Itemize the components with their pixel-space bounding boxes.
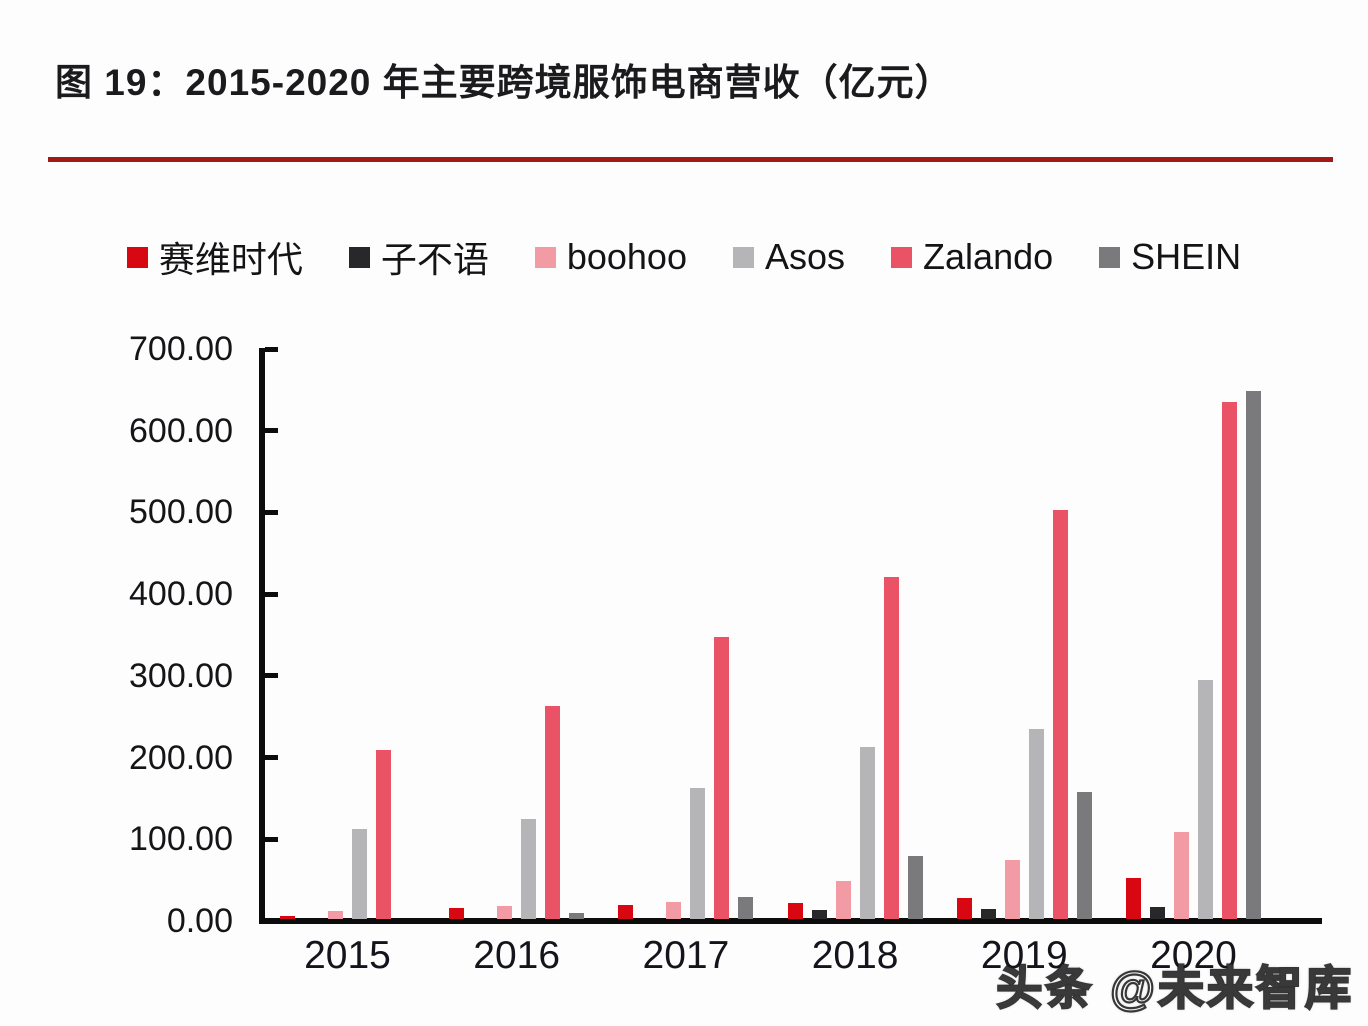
legend-marker-icon [1099,246,1121,268]
legend-marker-icon [891,246,913,268]
bar-赛维时代-2019 [956,897,972,919]
y-axis-tick [265,346,278,352]
legend-item-赛维时代: 赛维时代 [126,231,303,283]
y-axis-tick-label: 200.00 [129,738,233,777]
bar-Asos-2020 [1198,679,1213,919]
y-axis-tick [265,428,278,434]
legend-item-Asos: Asos [732,236,846,278]
bar-boohoo-2018 [835,880,851,919]
legend-marker-icon [534,246,556,268]
bar-赛维时代-2020 [1126,878,1141,919]
bar-Zalando-2020 [1222,401,1237,919]
y-axis-line [259,348,265,924]
bar-boohoo-2019 [1004,860,1020,919]
bar-子不语-2018 [811,910,827,919]
bar-赛维时代-2017 [618,905,634,919]
bar-Asos-2017 [690,788,706,919]
watermark-text: 头条 @未来智库 [995,961,1354,1015]
bar-赛维时代-2018 [787,902,803,919]
legend-label: Asos [764,236,846,277]
bar-Asos-2016 [521,819,537,919]
x-axis-label-2015: 2015 [304,934,391,977]
bar-Zalando-2015 [376,749,391,919]
legend-label: 赛维时代 [158,239,303,280]
x-axis-label-2018: 2018 [811,934,899,977]
y-axis-tick-label: 500.00 [129,493,233,532]
bar-Asos-2019 [1028,729,1044,919]
legend-label: SHEIN [1131,236,1242,277]
legend-marker-icon [126,246,148,268]
bar-Zalando-2017 [714,637,730,919]
y-axis-tick-label: 400.00 [129,575,233,614]
bar-boohoo-2015 [328,910,343,919]
legend-label: 子不语 [380,239,489,280]
legend-label: Zalando [923,236,1054,277]
bar-SHEIN-2019 [1076,791,1092,919]
y-axis-tick-label: 100.00 [129,820,233,859]
x-axis-label-2020: 2020 [1150,934,1237,977]
figure-title: 图 19：2015-2020 年主要跨境服饰电商营收（亿元） [55,62,953,103]
y-axis-tick [265,673,278,679]
y-axis-tick [265,836,278,842]
bar-Zalando-2016 [545,705,561,919]
bar-SHEIN-2016 [569,913,585,919]
legend-item-Zalando: Zalando [891,236,1053,278]
bar-SHEIN-2017 [738,896,754,919]
bar-Zalando-2018 [883,577,899,919]
x-axis-line [259,918,1322,924]
bar-SHEIN-2018 [907,856,923,919]
y-axis-tick-label: 0.00 [166,902,233,940]
bar-子不语-2019 [980,909,996,919]
legend-marker-icon [348,246,370,268]
legend-marker-icon [732,246,754,268]
legend-item-boohoo: boohoo [534,236,687,278]
bar-赛维时代-2015 [280,915,295,919]
x-axis-label-2016: 2016 [473,934,561,977]
title-divider-line [48,157,1333,162]
bar-Zalando-2019 [1052,510,1068,919]
y-axis-tick-label: 300.00 [129,656,233,695]
x-axis-label-2017: 2017 [642,934,730,977]
legend-label: boohoo [566,236,687,277]
chart-legend: 赛维时代 子不语 boohoo Asos Zalando SHEIN [0,231,1368,283]
bar-Asos-2018 [859,747,875,919]
y-axis-tick [265,509,278,515]
bar-boohoo-2016 [497,905,513,919]
bar-赛维时代-2016 [449,907,465,919]
bar-SHEIN-2020 [1246,391,1261,919]
y-axis-tick [265,591,278,597]
y-axis-tick-label: 700.00 [129,330,233,369]
y-axis-tick-label: 600.00 [129,411,233,450]
bar-boohoo-2020 [1174,831,1189,919]
legend-item-子不语: 子不语 [348,231,489,283]
y-axis-tick [265,755,278,761]
bar-Asos-2015 [352,829,367,919]
bar-子不语-2020 [1150,906,1165,919]
bar-boohoo-2017 [666,901,682,919]
legend-item-SHEIN: SHEIN [1099,236,1241,278]
x-axis-label-2019: 2019 [980,934,1068,977]
